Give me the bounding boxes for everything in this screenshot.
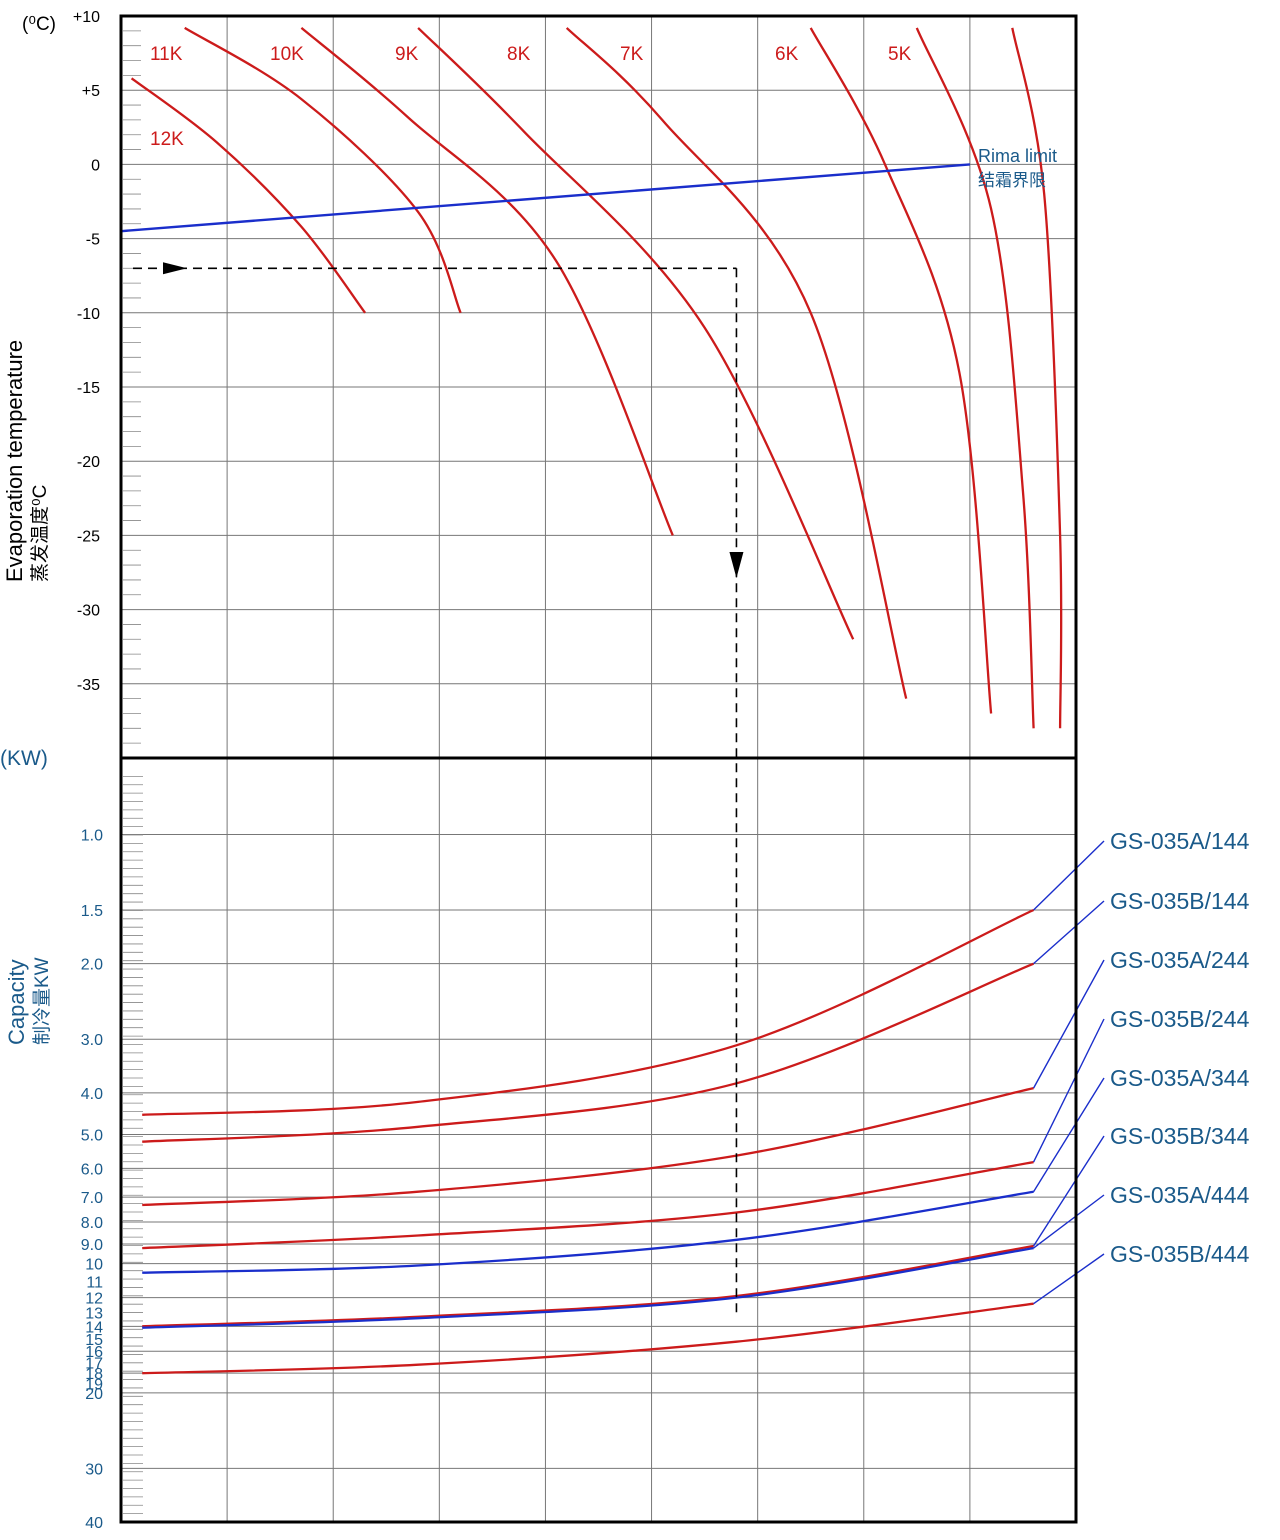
capacity-tick-label: 1.0 [81,827,103,844]
capacity-axis-title-cn: 制冷量KW [31,957,53,1045]
capacity-unit-label: (KW) [0,747,48,770]
capacity-curve-gs-035b-144 [142,962,1035,1143]
capacity-tick-label: 14 [85,1319,103,1336]
model-label: GS-035A/244 [1110,947,1250,973]
temp-tick-label: 0 [91,157,100,174]
frost-limit-line [120,163,970,233]
capacity-curve-gs-035a-244 [142,1086,1034,1207]
capacity-tick-label: 5.0 [81,1127,103,1144]
temp-axis-title-cn: 蒸发温度⁰C [29,485,51,582]
temp-tick-label: +5 [82,83,100,100]
temp-tick-label: -30 [77,603,100,620]
superheat-label-12k: 12K [150,129,184,150]
temp-tick-label: +10 [73,9,100,26]
capacity-tick-label: 11 [86,1274,103,1291]
chart-frame [119,14,1078,1524]
model-label: GS-035B/344 [1110,1123,1250,1149]
superheat-label-5k: 5K [888,44,912,65]
superheat-curve-11k [184,26,462,314]
model-label: GS-035B/144 [1110,888,1250,914]
capacity-tick-label: 2.0 [81,957,103,974]
capacity-curve-gs-035a-344 [142,1190,1034,1274]
superheat-label-9k: 9K [395,44,419,65]
capacity-tick-label: 8.0 [81,1215,103,1232]
axis-ticks [123,30,143,1515]
temp-tick-label: -10 [77,306,100,323]
chart-labels: +10 +5 0 -5 -10 -15 -20 -25 -30 -35 1.0 1.5 2.0 3.0 4.… [73,9,1250,1532]
model-leader-line [1033,900,1105,965]
capacity-tick-label: 10 [85,1257,103,1274]
temp-tick-label: -5 [86,232,100,249]
model-leader-line [1033,1253,1105,1305]
superheat-label-8k: 8K [507,44,531,65]
superheat-curve-7k [809,27,993,714]
capacity-tick-label: 6.0 [81,1161,103,1178]
model-leader-line [1032,1135,1105,1247]
frost-limit-label-cn: 结霜界限 [978,171,1046,190]
temp-tick-label: -25 [77,528,100,545]
model-label: GS-035A/444 [1110,1182,1250,1208]
temp-tick-label: -20 [77,454,100,471]
capacity-tick-label: 19 [85,1376,103,1393]
capacity-axis-title: Capacity [4,959,29,1045]
capacity-tick-label: 4.0 [81,1086,103,1103]
superheat-label-7k: 7K [620,44,644,65]
model-leader-line [1033,1194,1105,1249]
model-leader-line [1032,959,1105,1089]
chart-grid [121,16,1076,1522]
guide-lines [133,262,744,1316]
model-leader-line [1033,840,1105,911]
superheat-curve-10k [300,27,674,536]
capacity-tick-label: 30 [85,1461,103,1478]
capacity-curve-gs-035b-244 [142,1160,1034,1250]
model-label: GS-035B/244 [1110,1006,1250,1032]
temp-unit-label: (⁰C) [22,14,56,35]
capacity-tick-label: 18 [85,1366,103,1383]
capacity-tick-label: 17 [85,1356,103,1373]
superheat-curve-12k [130,77,367,314]
arrow-down-icon [729,552,744,578]
arrow-right-icon [163,262,187,275]
model-leader-line [1032,1018,1105,1163]
capacity-tick-label: 7.0 [81,1190,103,1207]
capacity-tick-label: 1.5 [81,903,103,920]
temp-tick-label: -35 [77,677,100,694]
capacity-tick-label: 9.0 [81,1237,103,1254]
model-leader-line [1032,1077,1105,1193]
temp-tick-label: -15 [77,380,100,397]
capacity-tick-label: 40 [85,1515,103,1532]
superheat-label-6k: 6K [775,44,799,65]
capacity-curve-gs-035b-344 [142,1244,1034,1328]
capacity-tick-label: 3.0 [81,1032,103,1049]
capacity-tick-label: 20 [85,1386,103,1403]
chart-curves [120,26,1063,1375]
capacity-tick-label: 16 [85,1344,103,1361]
superheat-label-10k: 10K [270,44,304,65]
model-label: GS-035A/344 [1110,1065,1250,1091]
superheat-curve-8k [565,27,908,699]
superheat-label-11k: 11K [150,44,183,65]
temp-axis-title: Evaporation temperature [2,340,27,582]
capacity-curve-gs-035b-444 [142,1302,1034,1375]
capacity-curve-gs-035a-144 [142,908,1035,1116]
capacity-curve-gs-035a-444 [142,1246,1034,1329]
capacity-tick-label: 15 [85,1332,103,1349]
capacity-tick-label: 12 [85,1291,103,1308]
superheat-curve-6k [915,27,1035,729]
model-label: GS-035A/144 [1110,828,1250,854]
capacity-tick-label: 13 [85,1306,103,1323]
superheat-curve-5k [1011,27,1063,729]
superheat-curve-9k [417,27,855,640]
model-label: GS-035B/444 [1110,1241,1250,1267]
frost-limit-label: Rima limit [978,146,1057,166]
